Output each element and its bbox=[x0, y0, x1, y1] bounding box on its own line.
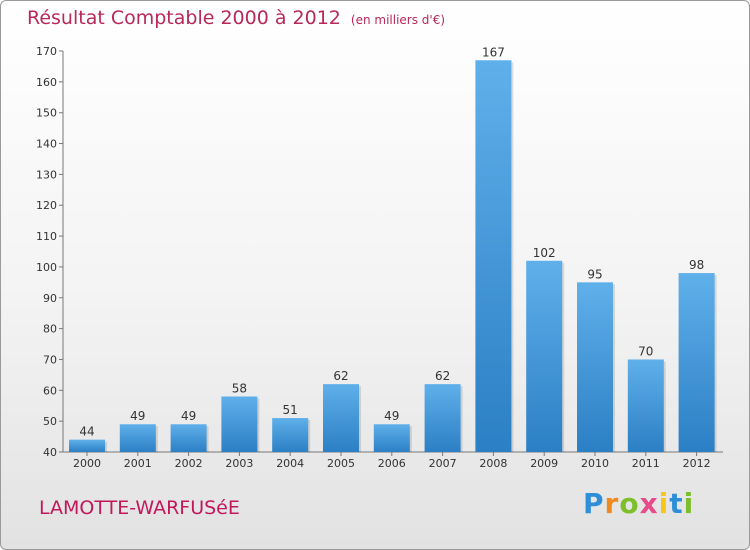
x-tick-label: 2012 bbox=[683, 457, 711, 470]
logo-letter: i bbox=[683, 487, 695, 520]
x-tick-label: 2006 bbox=[378, 457, 406, 470]
y-tick-label: 100 bbox=[36, 261, 57, 274]
bar-value-label: 62 bbox=[435, 369, 450, 383]
bar bbox=[424, 384, 461, 452]
x-tick-label: 2002 bbox=[175, 457, 203, 470]
bar-value-label: 70 bbox=[638, 344, 653, 358]
bar bbox=[526, 260, 563, 452]
bar-value-label: 44 bbox=[79, 425, 94, 439]
x-tick-label: 2000 bbox=[73, 457, 101, 470]
bar bbox=[170, 424, 207, 452]
proxiti-logo: Proxiti bbox=[583, 487, 694, 520]
bar-value-label: 167 bbox=[482, 45, 505, 59]
x-tick-label: 2001 bbox=[124, 457, 152, 470]
bar bbox=[272, 418, 309, 452]
bar bbox=[323, 384, 359, 452]
x-tick-label: 2004 bbox=[276, 457, 304, 470]
y-tick-label: 130 bbox=[36, 168, 57, 181]
x-tick-label: 2009 bbox=[530, 457, 558, 470]
bar-value-label: 62 bbox=[333, 369, 348, 383]
bar-value-label: 49 bbox=[181, 409, 196, 423]
chart-title: Résultat Comptable 2000 à 2012 (en millie… bbox=[27, 7, 445, 29]
bar bbox=[475, 60, 512, 452]
bar bbox=[577, 282, 613, 452]
y-tick-label: 70 bbox=[43, 353, 57, 366]
bar bbox=[119, 424, 156, 452]
y-tick-label: 150 bbox=[36, 107, 57, 120]
x-tick-label: 2008 bbox=[479, 457, 507, 470]
chart-subtitle: (en milliers d'€) bbox=[350, 13, 446, 27]
x-tick-label: 2005 bbox=[327, 457, 355, 470]
logo-letter: P bbox=[583, 487, 605, 520]
logo-letter: o bbox=[619, 487, 640, 520]
y-tick-label: 80 bbox=[43, 323, 57, 336]
bar-value-label: 51 bbox=[283, 403, 298, 417]
y-tick-label: 140 bbox=[36, 138, 57, 151]
logo-letter: i bbox=[658, 487, 670, 520]
bar-value-label: 58 bbox=[232, 381, 247, 395]
bar bbox=[678, 273, 715, 452]
y-tick-label: 90 bbox=[43, 292, 57, 305]
logo-letter: t bbox=[669, 487, 684, 520]
y-tick-label: 60 bbox=[43, 384, 57, 397]
bar-value-label: 102 bbox=[533, 246, 556, 260]
x-tick-label: 2007 bbox=[429, 457, 457, 470]
location-name: LAMOTTE-WARFUSéE bbox=[39, 497, 240, 519]
bar-value-label: 95 bbox=[587, 267, 602, 281]
y-tick-label: 110 bbox=[36, 230, 57, 243]
bar bbox=[627, 359, 664, 452]
y-tick-label: 40 bbox=[43, 446, 57, 459]
bar-value-label: 98 bbox=[689, 258, 704, 272]
bar bbox=[221, 396, 258, 452]
x-tick-label: 2010 bbox=[581, 457, 609, 470]
bar bbox=[373, 424, 410, 452]
logo-letter: r bbox=[604, 487, 620, 520]
x-tick-label: 2011 bbox=[632, 457, 660, 470]
y-tick-label: 50 bbox=[43, 415, 57, 428]
bar-value-label: 49 bbox=[384, 409, 399, 423]
y-tick-label: 170 bbox=[36, 45, 57, 58]
chart-title-text: Résultat Comptable 2000 à 2012 bbox=[27, 7, 341, 29]
x-tick-label: 2003 bbox=[225, 457, 253, 470]
bar-value-label: 49 bbox=[130, 409, 145, 423]
y-tick-label: 120 bbox=[36, 199, 57, 212]
bar bbox=[69, 439, 105, 452]
logo-letter: x bbox=[639, 487, 659, 520]
y-tick-label: 160 bbox=[36, 76, 57, 89]
